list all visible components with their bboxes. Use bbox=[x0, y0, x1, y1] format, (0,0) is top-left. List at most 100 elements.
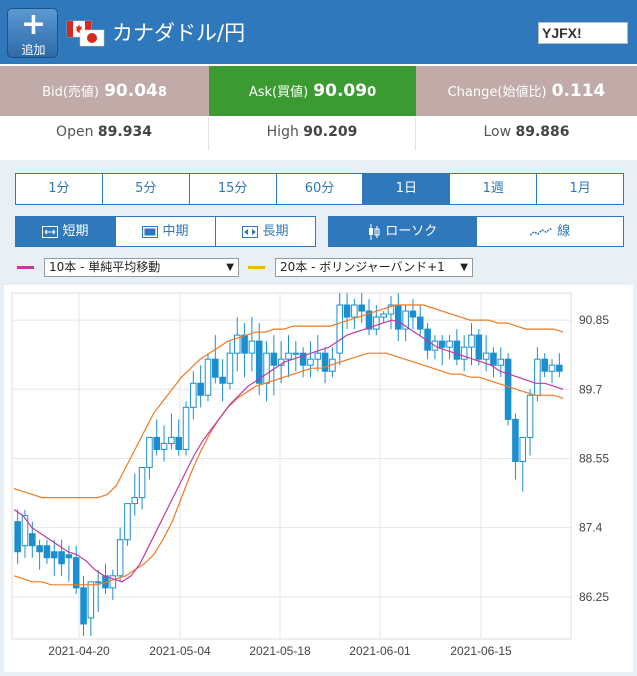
y-tick-label: 90.85 bbox=[579, 313, 609, 327]
candle-body bbox=[65, 554, 73, 559]
candle-body bbox=[219, 376, 226, 384]
candle-body bbox=[373, 316, 380, 330]
term-selector: 短期 中期 長期 bbox=[15, 216, 316, 247]
tab-line[interactable]: 線 bbox=[477, 217, 624, 246]
candle-body bbox=[409, 310, 417, 318]
candle-body bbox=[80, 587, 87, 625]
candle-body bbox=[438, 340, 446, 348]
chevron-down-icon: ▼ bbox=[460, 262, 468, 273]
header-bar: + 追加 カナダドル/円 YJFX! bbox=[0, 0, 637, 64]
candle-body bbox=[94, 581, 102, 584]
tab-period-60min[interactable]: 60分 bbox=[277, 174, 364, 204]
candle-body bbox=[446, 340, 453, 348]
tab-candlestick[interactable]: ローソク bbox=[329, 217, 477, 246]
candle-body bbox=[263, 352, 270, 384]
candle-body bbox=[124, 503, 131, 541]
indicator-2-select[interactable]: 20本 - ボリンジャーバンド+1 ▼ bbox=[275, 258, 473, 277]
x-tick-label: 2021-04-20 bbox=[48, 644, 110, 658]
candle-body bbox=[387, 304, 395, 315]
candle-body bbox=[292, 352, 300, 355]
pair-title: カナダドル/円 bbox=[112, 21, 246, 45]
candle-body bbox=[212, 358, 219, 378]
candle-body bbox=[226, 352, 234, 384]
candle-body bbox=[197, 382, 204, 396]
candle-body bbox=[468, 334, 475, 348]
candle-body bbox=[416, 316, 424, 330]
x-tick-label: 2021-06-01 bbox=[349, 644, 411, 658]
tab-period-5min[interactable]: 5分 bbox=[103, 174, 190, 204]
candle-body bbox=[204, 358, 212, 396]
candle-body bbox=[314, 352, 322, 360]
candle-body bbox=[519, 436, 527, 462]
candle-body bbox=[504, 358, 512, 420]
candle-body bbox=[138, 467, 146, 499]
indicator-2: 20本 - ボリンジャーバンド+1 ▼ bbox=[248, 258, 474, 277]
x-tick-label: 2021-05-04 bbox=[149, 644, 211, 658]
y-tick-label: 89.7 bbox=[579, 382, 603, 396]
tab-period-1week[interactable]: 1週 bbox=[450, 174, 538, 204]
chart-type-selector: ローソク 線 bbox=[328, 216, 624, 247]
candle-body bbox=[395, 304, 402, 330]
candle-body bbox=[365, 310, 373, 330]
candle-body bbox=[36, 545, 43, 553]
ask-price[interactable]: Ask(買値) 90.090 bbox=[209, 66, 416, 116]
candle-body bbox=[534, 358, 541, 396]
plot-area bbox=[11, 292, 572, 640]
y-tick-label: 86.25 bbox=[579, 590, 609, 604]
candle-body bbox=[116, 539, 124, 577]
candle-body bbox=[29, 533, 36, 547]
candle-body bbox=[190, 382, 197, 408]
candle-body bbox=[87, 581, 95, 619]
plus-icon: + bbox=[20, 7, 47, 42]
short-range-icon bbox=[42, 225, 59, 238]
candle-body bbox=[285, 352, 292, 360]
candle-body bbox=[131, 497, 139, 505]
x-tick-label: 2021-05-18 bbox=[249, 644, 311, 658]
ma-legend-swatch bbox=[17, 266, 34, 269]
candle-body bbox=[490, 352, 497, 366]
period-selector: 1分 5分 15分 60分 1日 1週 1月 bbox=[15, 173, 624, 205]
high-stat: High 90.209 bbox=[209, 117, 416, 150]
candle-body bbox=[475, 334, 483, 360]
broker-logo: YJFX! bbox=[538, 22, 628, 44]
candle-body bbox=[453, 340, 461, 360]
candlestick-icon bbox=[369, 223, 380, 240]
chevron-down-icon: ▼ bbox=[226, 262, 234, 273]
tab-period-1min[interactable]: 1分 bbox=[16, 174, 103, 204]
tab-term-long[interactable]: 長期 bbox=[216, 217, 315, 246]
tab-term-short[interactable]: 短期 bbox=[16, 217, 116, 246]
candle-body bbox=[343, 304, 351, 318]
tab-period-15min[interactable]: 15分 bbox=[190, 174, 277, 204]
long-range-icon bbox=[242, 225, 259, 238]
candle-body bbox=[358, 304, 365, 312]
candle-body bbox=[307, 358, 314, 366]
candle-body bbox=[248, 340, 256, 354]
bid-price[interactable]: Bid(売値) 90.048 bbox=[0, 66, 209, 116]
candle-body bbox=[109, 575, 117, 589]
candle-body bbox=[299, 352, 307, 366]
tab-period-1day[interactable]: 1日 bbox=[363, 174, 451, 204]
candle-body bbox=[482, 352, 490, 360]
indicator-1: 10本 - 単純平均移動 ▼ bbox=[17, 258, 239, 277]
candle-body bbox=[43, 545, 51, 559]
indicator-1-select[interactable]: 10本 - 単純平均移動 ▼ bbox=[44, 258, 239, 277]
candle-body bbox=[512, 418, 519, 462]
candle-body bbox=[241, 334, 248, 354]
candle-body bbox=[556, 364, 563, 372]
candle-body bbox=[351, 304, 358, 318]
candle-body bbox=[460, 346, 468, 360]
candle-body bbox=[58, 551, 65, 565]
y-tick-label: 88.55 bbox=[579, 451, 609, 465]
tab-period-1month[interactable]: 1月 bbox=[569, 181, 591, 196]
candle-body bbox=[321, 352, 329, 372]
open-stat: Open 89.934 bbox=[0, 117, 209, 150]
tab-term-mid[interactable]: 中期 bbox=[116, 217, 216, 246]
candle-body bbox=[270, 352, 278, 366]
line-chart-icon bbox=[529, 226, 553, 236]
add-button[interactable]: + 追加 bbox=[7, 8, 58, 58]
bollinger-lower-line bbox=[13, 352, 564, 586]
mid-range-icon bbox=[142, 225, 159, 238]
candle-body bbox=[146, 436, 153, 469]
candle-body bbox=[168, 436, 175, 444]
candle-body bbox=[402, 310, 409, 330]
